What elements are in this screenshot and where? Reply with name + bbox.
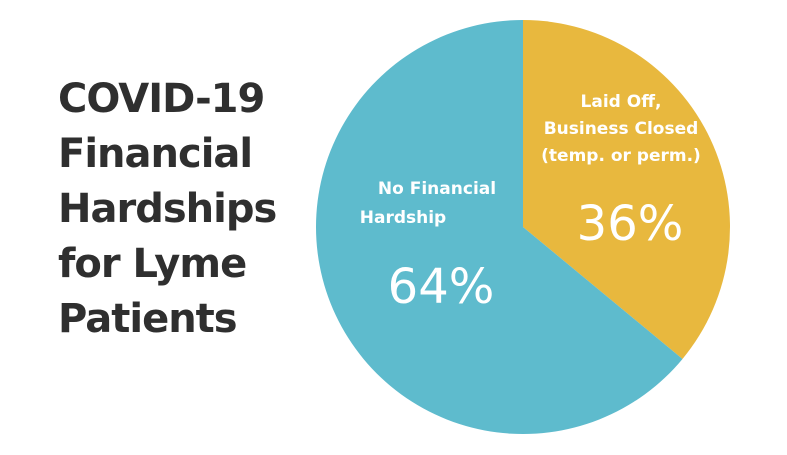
slice-percent-label: 64% (388, 259, 495, 315)
slice-label-line: Hardship (360, 208, 446, 228)
slice-label-laid-off: Laid Off, Business Closed (temp. or perm… (541, 92, 701, 252)
slice-percent-label: 36% (577, 196, 684, 252)
title-line: Patients (58, 296, 238, 342)
slice-label-no-hardship: No Financial Hardship 64% (360, 179, 496, 315)
pie-slice-0 (523, 20, 730, 359)
slice-label-line: Business Closed (544, 119, 699, 139)
title-line: Hardships (58, 186, 277, 232)
title-line: Financial (58, 131, 253, 177)
title-line: for Lyme (58, 241, 247, 287)
slice-label-line: No Financial (378, 179, 496, 199)
chart-title: COVID-19 Financial Hardships for Lyme Pa… (58, 72, 308, 347)
pie-slice-1 (315, 20, 683, 434)
pie-slices (315, 20, 730, 434)
slice-label-line: (temp. or perm.) (541, 146, 701, 166)
title-line: COVID-19 (58, 76, 265, 122)
slice-label-line: Laid Off, (581, 92, 662, 112)
